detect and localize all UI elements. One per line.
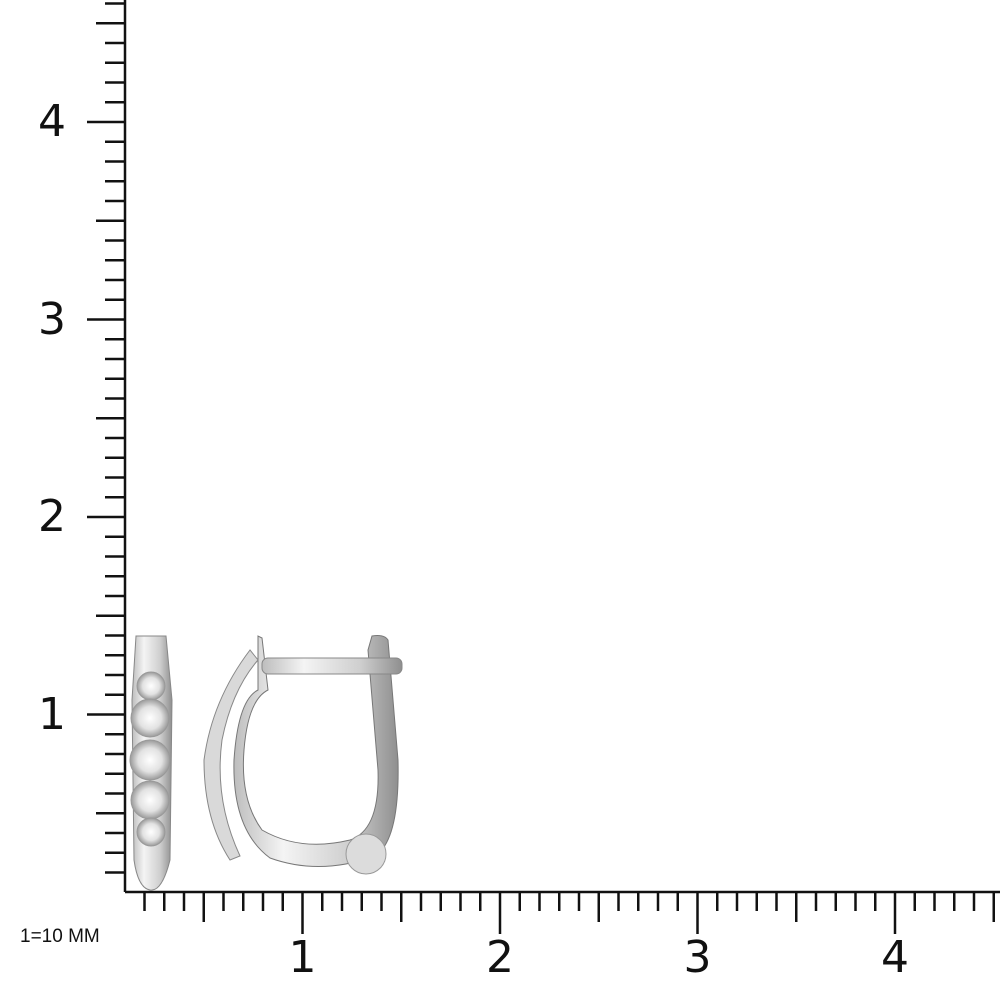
earring-front-view bbox=[129, 635, 173, 891]
ruler-ticks bbox=[87, 2, 995, 934]
y-tick-label: 4 bbox=[38, 96, 66, 147]
y-tick-label: 2 bbox=[38, 491, 66, 542]
y-tick-label: 3 bbox=[38, 293, 66, 345]
earring-side-view bbox=[203, 635, 403, 875]
x-tick-label: 3 bbox=[683, 932, 712, 983]
x-tick-label: 1 bbox=[288, 932, 317, 983]
y-tick-label: 1 bbox=[38, 688, 66, 740]
x-tick-label: 4 bbox=[881, 932, 909, 983]
x-tick-label: 2 bbox=[486, 932, 514, 983]
scale-note: 1=10 MM bbox=[20, 926, 100, 947]
